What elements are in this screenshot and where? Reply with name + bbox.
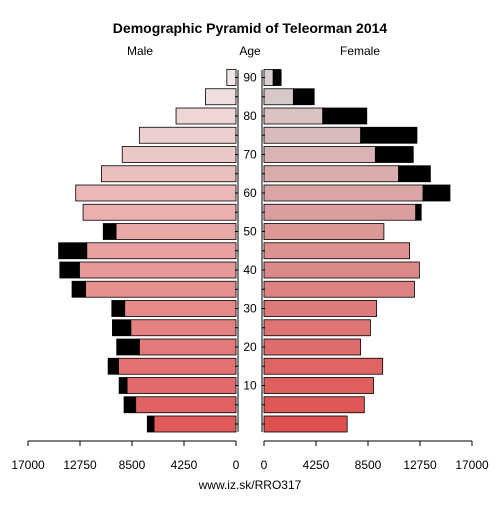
male-bar-65-69 — [101, 165, 237, 183]
x-tick-label-female: 0 — [261, 458, 268, 472]
female-label: Female — [340, 44, 380, 58]
female-bar-30-34 — [263, 300, 377, 317]
x-tick-label-female: 8500 — [355, 458, 382, 472]
male-excess-45-49 — [58, 242, 88, 260]
male-bar-35-39 — [85, 280, 237, 298]
age-tick-label: 20 — [243, 340, 257, 354]
male-bar-80-84 — [175, 107, 237, 125]
female-bar-65-69 — [263, 165, 399, 183]
age-label: Age — [239, 44, 261, 58]
x-tick-label-male: 17000 — [11, 458, 45, 472]
female-excess-55-59 — [415, 203, 422, 221]
male-excess-25-29 — [112, 319, 132, 337]
age-tick-label: 60 — [243, 186, 257, 200]
age-tick-label: 10 — [243, 379, 257, 393]
x-tick-label-male: 12750 — [63, 458, 97, 472]
male-bar-25-29 — [130, 319, 237, 337]
x-tick-label-female: 17000 — [455, 458, 489, 472]
axes-group: 10 20 30 40 50 60 70 80 90 17000 12750 8500 4250 0 0 42… — [11, 70, 489, 472]
male-excess-30-34 — [111, 300, 126, 317]
female-excess-60-64 — [422, 184, 451, 202]
female-bar-25-29 — [263, 319, 371, 337]
male-bar-0-4 — [153, 415, 237, 433]
female-excess-70-74 — [374, 146, 414, 163]
female-bar-70-74 — [263, 146, 376, 163]
female-bar-80-84 — [263, 107, 324, 125]
female-excess-75-79 — [360, 126, 418, 144]
male-bar-5-9 — [135, 396, 237, 414]
male-bar-90+ — [226, 69, 237, 86]
x-tick-label-male: 4250 — [171, 458, 198, 472]
male-excess-40-44 — [59, 261, 80, 279]
female-excess-90+ — [272, 69, 282, 86]
female-bar-75-79 — [263, 126, 362, 144]
female-bar-55-59 — [263, 203, 417, 221]
chart-title: Demographic Pyramid of Teleorman 2014 — [113, 20, 388, 36]
female-bar-20-24 — [263, 338, 362, 356]
male-bar-15-19 — [118, 357, 237, 375]
footer-url: www.iz.sk/RRO317 — [198, 478, 302, 492]
female-bar-60-64 — [263, 184, 424, 202]
female-bar-50-54 — [263, 223, 385, 240]
male-bar-70-74 — [121, 146, 237, 163]
age-tick-label: 30 — [243, 302, 257, 316]
x-tick-label-male: 8500 — [119, 458, 146, 472]
age-tick-label: 50 — [243, 225, 257, 239]
male-excess-50-54 — [102, 223, 117, 240]
female-bar-0-4 — [263, 415, 348, 433]
male-bar-20-24 — [138, 338, 237, 356]
female-bar-45-49 — [263, 242, 411, 260]
female-bar-40-44 — [263, 261, 420, 279]
age-tick-label: 70 — [243, 148, 257, 162]
female-bar-5-9 — [263, 396, 365, 414]
male-bar-60-64 — [75, 184, 237, 202]
male-excess-15-19 — [107, 357, 119, 375]
x-tick-label-female: 12750 — [403, 458, 437, 472]
male-label: Male — [127, 44, 153, 58]
female-bar-90+ — [263, 69, 274, 86]
male-bar-85-89 — [205, 88, 237, 106]
female-bar-85-89 — [263, 88, 294, 106]
male-excess-20-24 — [116, 338, 140, 356]
female-bar-35-39 — [263, 280, 415, 298]
male-bar-50-54 — [115, 223, 237, 240]
age-tick-label: 80 — [243, 109, 257, 123]
female-excess-85-89 — [292, 88, 315, 106]
male-bar-40-44 — [78, 261, 237, 279]
female-excess-65-69 — [398, 165, 431, 183]
age-tick-label: 40 — [243, 263, 257, 277]
male-bar-30-34 — [124, 300, 237, 317]
female-excess-80-84 — [322, 107, 368, 125]
female-bar-15-19 — [263, 357, 384, 375]
age-tick-label: 90 — [243, 71, 257, 85]
x-tick-label-female: 4250 — [303, 458, 330, 472]
bars-group — [58, 69, 451, 433]
male-excess-35-39 — [71, 280, 86, 298]
female-bar-10-14 — [263, 377, 374, 394]
male-excess-10-14 — [118, 377, 128, 394]
male-excess-0-4 — [146, 415, 155, 433]
male-bar-45-49 — [86, 242, 237, 260]
male-bar-55-59 — [82, 203, 237, 221]
male-bar-10-14 — [126, 377, 237, 394]
male-excess-5-9 — [123, 396, 137, 414]
male-bar-75-79 — [138, 126, 237, 144]
x-tick-label-male: 0 — [233, 458, 240, 472]
